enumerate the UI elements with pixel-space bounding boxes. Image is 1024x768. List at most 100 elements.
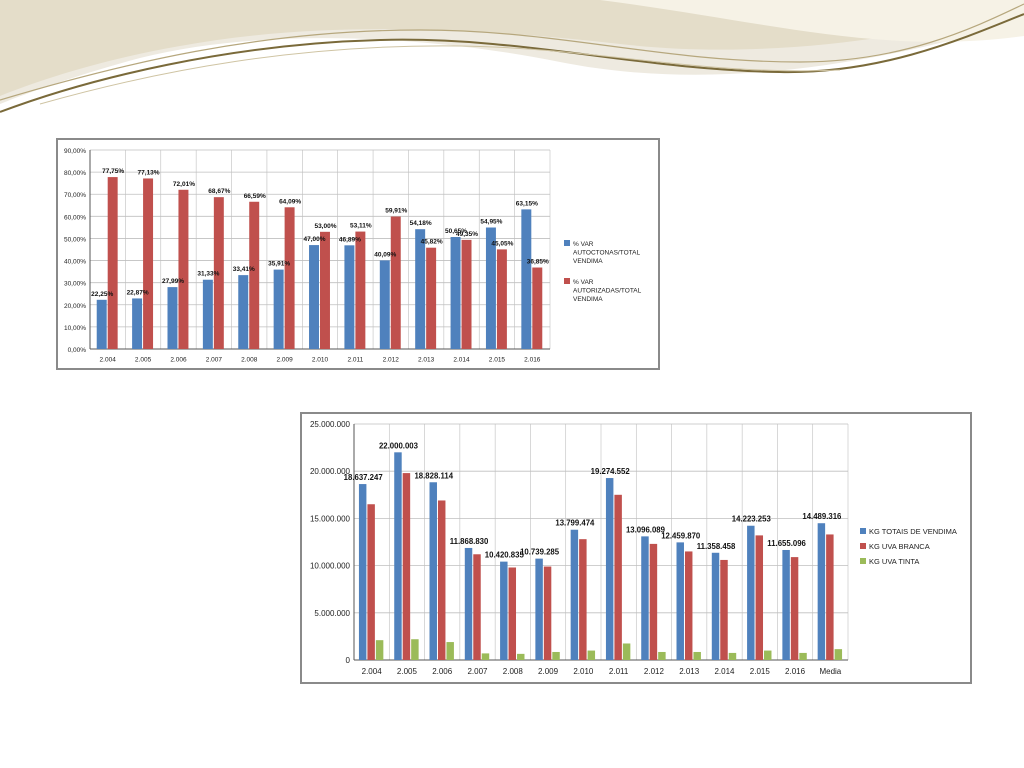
- bar: [309, 245, 319, 349]
- bar: [747, 525, 755, 660]
- y-tick-label: 10,00%: [64, 325, 86, 332]
- legend-swatch: [860, 558, 866, 564]
- data-label: 10.739.285: [520, 548, 560, 557]
- data-label: 63,15%: [516, 200, 538, 207]
- bar: [641, 536, 649, 660]
- data-label: 10.420.835: [485, 551, 525, 560]
- bar: [496, 249, 507, 349]
- x-tick-label: 2.010: [573, 667, 594, 676]
- x-tick-label: 2.013: [679, 667, 700, 676]
- data-label: 22.000.003: [379, 441, 419, 450]
- bar: [107, 177, 118, 349]
- bar: [143, 178, 154, 349]
- bar: [411, 639, 419, 660]
- data-label: 13.799.474: [555, 519, 595, 528]
- x-tick-label: 2.016: [785, 667, 806, 676]
- y-tick-label: 25.000.000: [310, 420, 351, 429]
- x-tick-label: 2.008: [241, 357, 258, 364]
- data-label: 22,87%: [127, 289, 149, 296]
- bar: [517, 653, 525, 660]
- legend-label: KG UVA BRANCA: [869, 542, 930, 551]
- legend-swatch: [860, 543, 866, 549]
- data-label: 33,41%: [233, 266, 255, 273]
- data-label: 54,95%: [480, 218, 502, 225]
- x-tick-label: 2.006: [432, 667, 453, 676]
- chart-kg-harvest: 0 5.000.000 10.000.000 15.000.000 20.000.000…: [300, 412, 972, 684]
- x-tick-label: 2.014: [453, 357, 470, 364]
- bar: [579, 539, 587, 660]
- bar: [446, 642, 454, 660]
- data-label: 11.655.096: [767, 539, 806, 548]
- data-label: 77,75%: [102, 168, 124, 175]
- y-tick-label: 5.000.000: [314, 609, 350, 618]
- bar: [402, 473, 411, 660]
- data-label: 72,01%: [173, 181, 195, 188]
- x-tick-label: Media: [819, 667, 841, 676]
- y-tick-label: 20.000.000: [310, 467, 351, 476]
- data-label: 64,09%: [279, 198, 301, 205]
- bar: [202, 279, 213, 349]
- data-label: 13.096.089: [626, 525, 666, 534]
- bar: [676, 542, 684, 660]
- data-label: 11.358.458: [697, 542, 736, 551]
- y-tick-label: 40,00%: [64, 259, 86, 266]
- x-tick-label: 2.015: [489, 357, 506, 364]
- legend-swatch: [860, 528, 866, 534]
- bar: [693, 651, 701, 660]
- bar: [711, 552, 720, 660]
- y-tick-label: 20,00%: [64, 303, 86, 310]
- bar: [367, 504, 375, 660]
- bar: [485, 227, 496, 349]
- x-tick-label: 2.007: [206, 357, 223, 364]
- bar: [481, 653, 490, 660]
- bar: [720, 559, 728, 660]
- bar: [320, 231, 330, 349]
- data-label: 45,05%: [491, 240, 513, 247]
- bar: [355, 231, 366, 349]
- bar: [415, 229, 426, 349]
- bar: [614, 494, 622, 660]
- bar: [96, 299, 107, 349]
- bar: [249, 201, 260, 349]
- x-tick-label: 2.009: [276, 357, 293, 364]
- bar: [375, 640, 384, 660]
- chart-percentage-varieties: 0,00% 10,00% 20,00% 30,00% 40,00% 50,00% 60,00…: [56, 138, 660, 370]
- data-label: 53,11%: [350, 223, 372, 230]
- x-tick-label: 2.009: [538, 667, 559, 676]
- legend-label: % VAR AUTORIZADAS/TOTAL VENDIMA: [573, 279, 642, 303]
- data-label: 66,59%: [244, 193, 266, 200]
- bar: [394, 452, 402, 660]
- data-label: 46,89%: [339, 236, 361, 243]
- bar: [658, 651, 666, 660]
- data-label: 50,65%: [445, 228, 467, 235]
- bar: [379, 260, 390, 349]
- x-tick-label: 2.005: [135, 357, 152, 364]
- bar: [552, 651, 560, 660]
- legend-swatch: [564, 240, 570, 246]
- x-tick-label: 2.011: [609, 667, 629, 676]
- x-tick-label: 2.006: [170, 357, 187, 364]
- bar: [508, 567, 517, 660]
- bar: [284, 207, 295, 349]
- bar: [461, 239, 472, 349]
- x-tick-label: 2.016: [524, 357, 541, 364]
- x-tick-label: 2.008: [503, 667, 524, 676]
- bar: [167, 287, 178, 349]
- bar: [464, 547, 473, 660]
- bar: [273, 269, 284, 349]
- bar: [213, 197, 224, 349]
- bar: [450, 237, 461, 349]
- y-tick-label: 90,00%: [64, 148, 86, 155]
- bar: [543, 566, 552, 660]
- x-tick-label: 2.007: [467, 667, 488, 676]
- bar: [426, 247, 437, 349]
- legend-label: % VAR AUTOCTONAS/TOTAL VENDIMA: [573, 241, 640, 265]
- x-tick-label: 2.012: [383, 357, 400, 364]
- data-label: 12.459.870: [661, 531, 701, 540]
- bar: [521, 209, 532, 349]
- x-tick-label: 2.013: [418, 357, 435, 364]
- data-label: 77,13%: [138, 169, 160, 176]
- x-tick-label: 2.010: [312, 357, 329, 364]
- x-tick-label: 2.011: [347, 357, 363, 364]
- bar: [649, 543, 658, 660]
